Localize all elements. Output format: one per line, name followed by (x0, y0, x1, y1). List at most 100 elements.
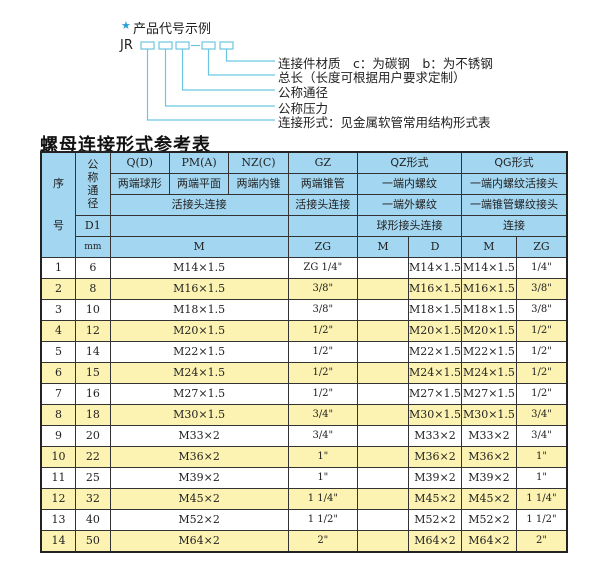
cell-qg-m: M18×1.5 (460, 299, 517, 321)
cell-qz-d: M64×2 (407, 530, 462, 553)
cell-m: M45×2 (109, 488, 289, 510)
cell-qz-d: M52×2 (407, 509, 462, 531)
cell-qz-m (356, 488, 409, 510)
cell-zg: 2" (287, 530, 358, 553)
cell-no: 7 (40, 383, 77, 405)
label-connection: 连接形式：见金属软管常用结构形式表 (278, 115, 491, 130)
label-length: 总长（长度可根据用户要求定制） (278, 70, 466, 85)
star-icon: ★ (121, 19, 131, 32)
cell-no: 14 (40, 530, 77, 553)
cell-zg: 3/4" (287, 404, 358, 426)
cell-qg-zg: 1/4" (515, 257, 568, 279)
cell-qg-m: M64×2 (460, 530, 517, 553)
cell-qz-d: M22×1.5 (407, 341, 462, 363)
cell-zg: 1/2" (287, 341, 358, 363)
table-row: 13 40 M52×2 1 1/2" M52×2 M52×2 1 1/2" (40, 509, 568, 531)
table-row: 1 6 M14×1.5 ZG 1/4" M14×1.5 M14×1.5 1/4" (40, 257, 568, 279)
cell-qz-d: M45×2 (407, 488, 462, 510)
header-dn: 公称通径 (75, 151, 111, 216)
code-box-5 (219, 41, 234, 50)
header-qz-desc2: 一端外螺纹 (356, 194, 462, 216)
code-box-1 (140, 41, 155, 50)
cell-dn: 6 (75, 257, 111, 279)
cell-no: 13 (40, 509, 77, 531)
table-row: 2 8 M16×1.5 3/8" M16×1.5 M16×1.5 3/8" (40, 278, 568, 300)
header-qg-desc3: 连接 (460, 215, 568, 237)
cell-dn: 8 (75, 278, 111, 300)
cell-m: M20×1.5 (109, 320, 289, 342)
cell-no: 10 (40, 446, 77, 468)
cell-zg: 3/8" (287, 278, 358, 300)
header-qg-zg: ZG (515, 236, 568, 258)
cell-qz-m (356, 299, 409, 321)
header-qz-desc: 一端内螺纹 (356, 173, 462, 195)
header-empty (109, 215, 289, 237)
cell-m: M14×1.5 (109, 257, 289, 279)
cell-no: 12 (40, 488, 77, 510)
cell-no: 2 (40, 278, 77, 300)
cell-zg: 1/2" (287, 362, 358, 384)
cell-qg-m: M22×1.5 (460, 341, 517, 363)
cell-qz-m (356, 383, 409, 405)
cell-qz-m (356, 509, 409, 531)
code-prefix: JR (120, 38, 133, 53)
cell-qz-d: M20×1.5 (407, 320, 462, 342)
header-qg: QG形式 (460, 151, 568, 174)
cell-dn: 18 (75, 404, 111, 426)
leader-line-3 (181, 49, 275, 91)
cell-qg-zg: 1/2" (515, 341, 568, 363)
cell-qz-m (356, 278, 409, 300)
table-row: 5 14 M22×1.5 1/2" M22×1.5 M22×1.5 1/2" (40, 341, 568, 363)
cell-dn: 25 (75, 467, 111, 489)
cell-m: M52×2 (109, 509, 289, 531)
leader-line-5 (146, 49, 275, 121)
header-qg-desc: 一端内螺纹活接头 (460, 173, 568, 195)
cell-qz-m (356, 467, 409, 489)
cell-dn: 32 (75, 488, 111, 510)
cell-no: 5 (40, 341, 77, 363)
cell-dn: 10 (75, 299, 111, 321)
cell-qz-m (356, 530, 409, 553)
header-nz: NZ(C) (228, 151, 289, 174)
cell-dn: 50 (75, 530, 111, 553)
cell-m: M64×2 (109, 530, 289, 553)
cell-qg-zg: 1" (515, 446, 568, 468)
header-gz-desc: 两端锥管 (287, 173, 358, 195)
header-d1: D1 (75, 215, 111, 237)
cell-dn: 22 (75, 446, 111, 468)
header-qg-desc2: 一端锥管螺纹接头 (460, 194, 568, 216)
cell-zg: 1/2" (287, 383, 358, 405)
cell-qg-m: M39×2 (460, 467, 517, 489)
cell-dn: 20 (75, 425, 111, 447)
code-box-4 (201, 41, 216, 50)
table-row: 12 32 M45×2 1 1/4" M45×2 M45×2 1 1/4" (40, 488, 568, 510)
cell-zg: 1" (287, 467, 358, 489)
cell-dn: 12 (75, 320, 111, 342)
cell-zg: 1 1/2" (287, 509, 358, 531)
table-row: 9 20 M33×2 3/4" M33×2 M33×2 3/4" (40, 425, 568, 447)
cell-qg-m: M20×1.5 (460, 320, 517, 342)
cell-qg-zg: 1/2" (515, 362, 568, 384)
table-row: 14 50 M64×2 2" M64×2 M64×2 2" (40, 530, 568, 553)
cell-qz-d: M33×2 (407, 425, 462, 447)
cell-qz-d: M27×1.5 (407, 383, 462, 405)
cell-qg-m: M36×2 (460, 446, 517, 468)
cell-qg-zg: 1 1/2" (515, 509, 568, 531)
header-zg: ZG (287, 236, 358, 258)
cell-zg: 3/8" (287, 299, 358, 321)
cell-dn: 40 (75, 509, 111, 531)
cell-m: M18×1.5 (109, 299, 289, 321)
header-seq: 序号 (40, 151, 77, 258)
header-qg-m: M (460, 236, 517, 258)
cell-m: M36×2 (109, 446, 289, 468)
code-box-2 (158, 41, 173, 50)
cell-m: M24×1.5 (109, 362, 289, 384)
cell-qg-zg: 1/2" (515, 383, 568, 405)
example-title: 产品代号示例 (133, 22, 212, 37)
cell-qg-zg: 1 1/4" (515, 488, 568, 510)
cell-qz-d: M18×1.5 (407, 299, 462, 321)
cell-no: 4 (40, 320, 77, 342)
header-gz-union: 活接头连接 (287, 194, 358, 216)
cell-qz-d: M16×1.5 (407, 278, 462, 300)
header-union: 活接头连接 (109, 194, 289, 216)
